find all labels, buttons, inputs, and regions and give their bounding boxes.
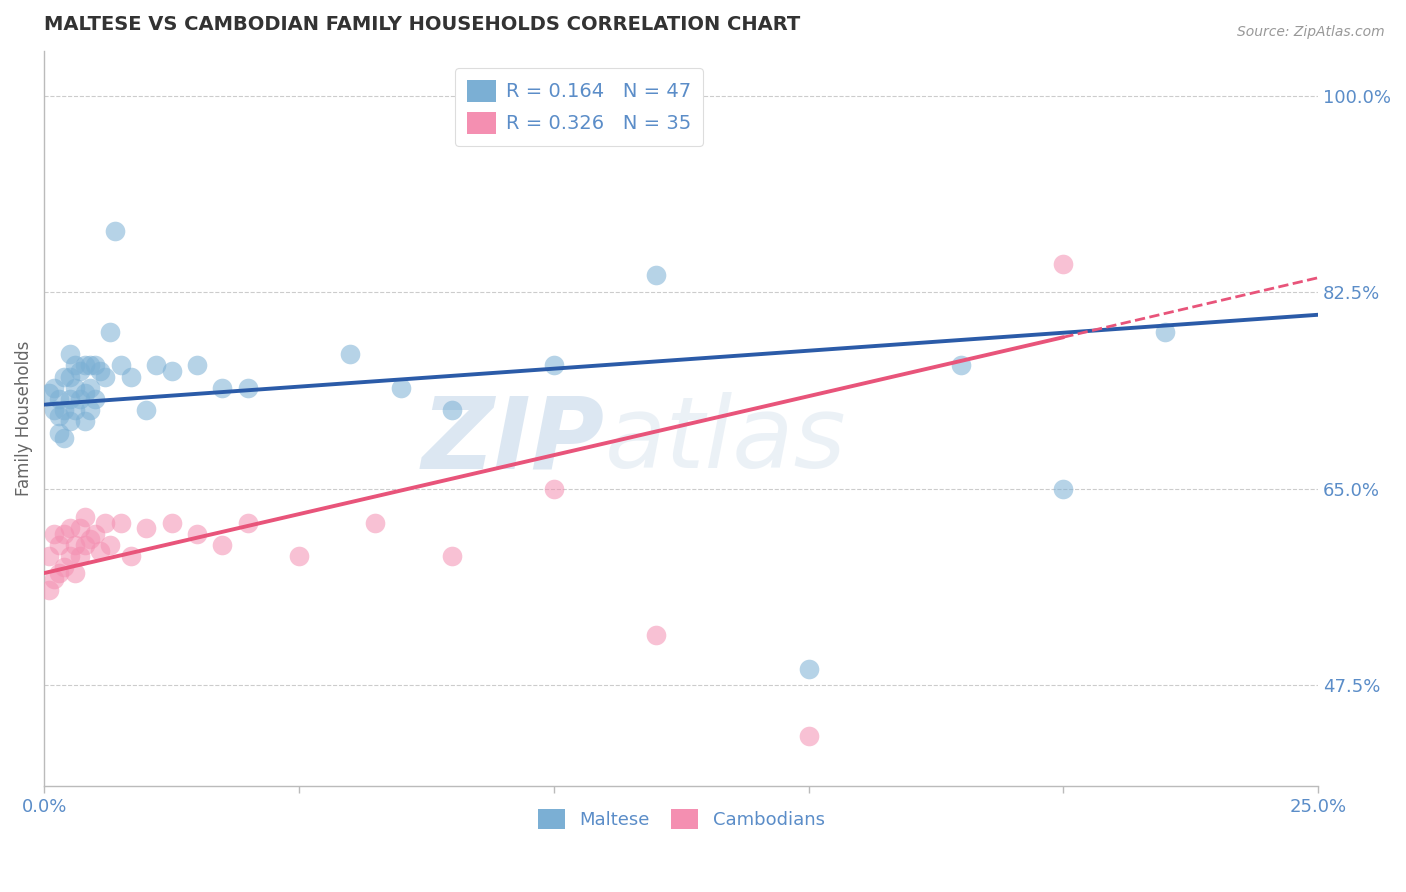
Point <box>89 543 111 558</box>
Point <box>73 414 96 428</box>
Text: atlas: atlas <box>605 392 846 489</box>
Point <box>104 223 127 237</box>
Point <box>135 403 157 417</box>
Point <box>186 359 208 373</box>
Point <box>73 359 96 373</box>
Point <box>63 538 86 552</box>
Point <box>48 409 70 423</box>
Point <box>797 729 820 743</box>
Point <box>145 359 167 373</box>
Text: MALTESE VS CAMBODIAN FAMILY HOUSEHOLDS CORRELATION CHART: MALTESE VS CAMBODIAN FAMILY HOUSEHOLDS C… <box>44 15 800 34</box>
Point <box>1052 482 1074 496</box>
Point <box>94 516 117 530</box>
Point <box>98 538 121 552</box>
Point <box>211 381 233 395</box>
Point <box>120 549 142 564</box>
Point <box>44 526 66 541</box>
Point <box>84 526 107 541</box>
Point <box>288 549 311 564</box>
Point <box>48 392 70 406</box>
Point <box>186 526 208 541</box>
Point <box>44 403 66 417</box>
Point <box>48 566 70 580</box>
Point <box>94 369 117 384</box>
Point <box>44 572 66 586</box>
Point <box>63 566 86 580</box>
Point <box>73 538 96 552</box>
Point <box>69 521 91 535</box>
Point <box>38 582 60 597</box>
Point <box>79 533 101 547</box>
Point <box>543 359 565 373</box>
Point <box>84 392 107 406</box>
Point <box>135 521 157 535</box>
Point <box>63 403 86 417</box>
Point <box>797 661 820 675</box>
Point <box>69 364 91 378</box>
Point <box>120 369 142 384</box>
Point <box>69 549 91 564</box>
Point <box>73 510 96 524</box>
Point <box>58 521 80 535</box>
Point <box>1052 257 1074 271</box>
Point <box>84 359 107 373</box>
Text: ZIP: ZIP <box>422 392 605 489</box>
Point <box>73 386 96 401</box>
Point <box>440 403 463 417</box>
Point <box>236 516 259 530</box>
Point <box>48 425 70 440</box>
Point <box>79 359 101 373</box>
Point <box>58 347 80 361</box>
Point <box>440 549 463 564</box>
Point <box>160 516 183 530</box>
Point <box>58 549 80 564</box>
Point <box>44 381 66 395</box>
Point <box>110 516 132 530</box>
Point <box>53 560 76 574</box>
Point <box>389 381 412 395</box>
Point <box>69 392 91 406</box>
Point <box>38 549 60 564</box>
Point <box>950 359 973 373</box>
Point <box>79 403 101 417</box>
Point <box>38 386 60 401</box>
Point <box>1154 325 1177 339</box>
Point <box>644 628 666 642</box>
Point <box>364 516 387 530</box>
Text: Source: ZipAtlas.com: Source: ZipAtlas.com <box>1237 25 1385 39</box>
Point <box>236 381 259 395</box>
Point <box>63 359 86 373</box>
Point <box>98 325 121 339</box>
Point <box>58 369 80 384</box>
Point <box>63 381 86 395</box>
Point <box>53 369 76 384</box>
Y-axis label: Family Households: Family Households <box>15 341 32 496</box>
Point <box>110 359 132 373</box>
Point <box>53 403 76 417</box>
Legend: Maltese, Cambodians: Maltese, Cambodians <box>530 802 832 837</box>
Point <box>89 364 111 378</box>
Point <box>48 538 70 552</box>
Point <box>53 431 76 445</box>
Point <box>339 347 361 361</box>
Point <box>58 414 80 428</box>
Point <box>53 526 76 541</box>
Point <box>160 364 183 378</box>
Point <box>79 381 101 395</box>
Point <box>543 482 565 496</box>
Point <box>58 392 80 406</box>
Point <box>211 538 233 552</box>
Point <box>644 268 666 283</box>
